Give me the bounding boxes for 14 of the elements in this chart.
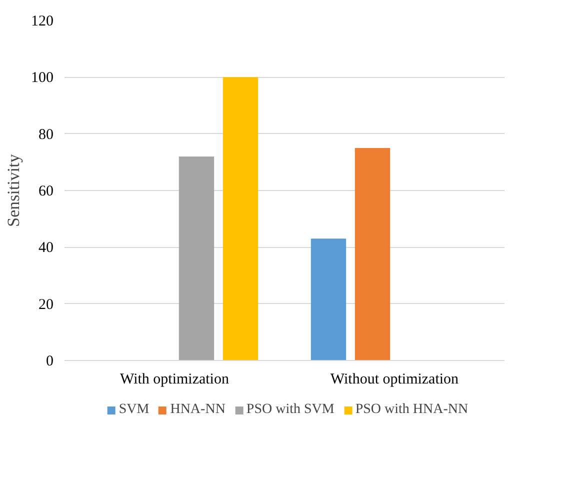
x-tick-label: Without optimization [330,372,460,388]
y-tick-label: 40 [38,240,54,256]
y-tick-label: 80 [38,126,54,143]
legend-label: HNA-NN [170,402,226,418]
y-tick-label: 60 [38,184,54,200]
y-tick-label: 120 [31,14,54,30]
y-tick-label: 20 [38,296,54,313]
y-axis-title: Sensitivity [4,154,23,227]
legend-label: SVM [118,402,150,418]
x-tick-label: With optimization [120,372,230,388]
legend-label: PSO with SVM [246,402,334,418]
y-tick-label: 100 [31,70,54,86]
y-tick-label: 0 [46,354,54,370]
legend-label: PSO with HNA-NN [355,402,468,418]
